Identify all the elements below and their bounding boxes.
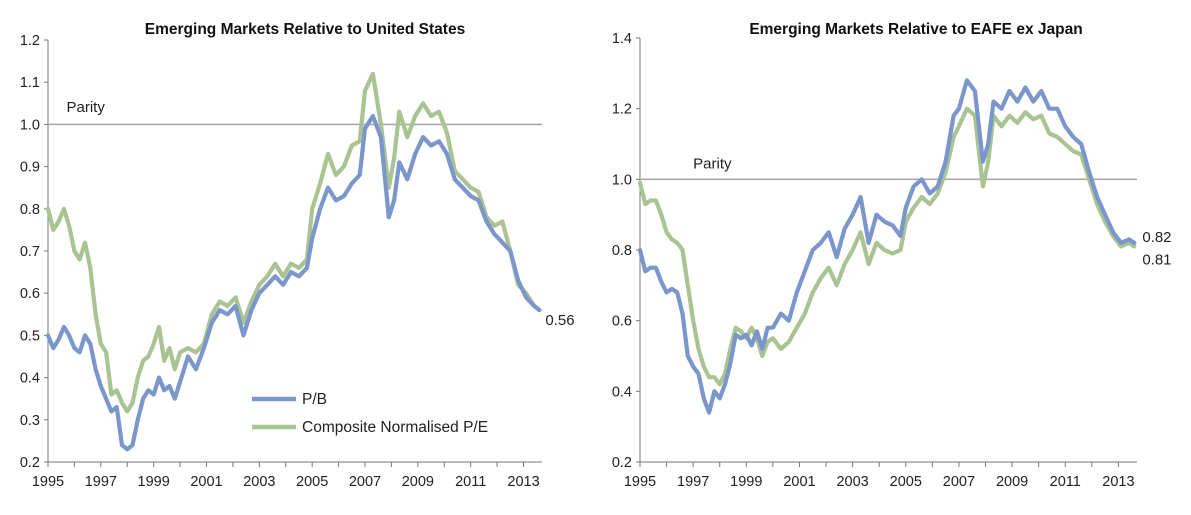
y-tick-label: 0.4 [20, 371, 40, 387]
x-tick-label: 2005 [296, 474, 328, 490]
y-tick-label: 0.6 [20, 286, 40, 302]
legend: P/B Composite Normalised P/E [252, 391, 488, 436]
x-tick-label: 2013 [1102, 474, 1134, 490]
x-tick-label: 1999 [138, 474, 170, 490]
chart-2: Emerging Markets Relative to EAFE ex Jap… [612, 21, 1172, 490]
x-tick-label: 2009 [996, 474, 1028, 490]
y-tick-label: 0.9 [20, 160, 40, 176]
x-tick-label: 2011 [1050, 474, 1081, 490]
legend-label-pe: Composite Normalised P/E [302, 419, 488, 436]
x-tick-label: 1995 [624, 474, 656, 490]
y-tick-label: 0.8 [20, 202, 40, 218]
x-tick-label: 2005 [890, 474, 922, 490]
x-tick-label: 1995 [32, 474, 64, 490]
y-tick-label: 0.5 [20, 328, 40, 344]
legend-label-pb: P/B [302, 391, 327, 408]
y-tick-label: 1.2 [612, 102, 632, 118]
y-tick-label: 1.0 [612, 172, 632, 188]
end-value-label: 0.81 [1142, 251, 1171, 268]
x-tick-label: 2007 [349, 474, 381, 490]
y-tick-label: 0.7 [20, 244, 40, 260]
y-tick-label: 0.2 [20, 455, 40, 471]
series-line-pe [45, 71, 542, 414]
y-tick-label: 1.4 [612, 31, 632, 47]
x-tick-label: 2001 [190, 474, 222, 490]
series-line-pb [637, 78, 1137, 415]
x-tick-label: 1997 [677, 474, 709, 490]
y-tick-label: 0.6 [612, 314, 632, 330]
y-tick-label: 0.3 [20, 413, 40, 429]
x-tick-label: 2003 [836, 474, 868, 490]
x-tick-label: 2011 [455, 474, 486, 490]
chart-title: Emerging Markets Relative to EAFE ex Jap… [749, 21, 1082, 38]
end-value-label: 0.56 [545, 312, 574, 329]
parity-label: Parity [66, 99, 105, 116]
y-tick-label: 0.8 [612, 243, 632, 259]
chart-1: Emerging Markets Relative to United Stat… [20, 21, 575, 490]
parity-label: Parity [693, 155, 732, 172]
y-tick-label: 1.0 [20, 117, 40, 133]
y-tick-label: 1.1 [20, 75, 40, 91]
x-tick-label: 1999 [730, 474, 762, 490]
series-line-pe [637, 106, 1137, 387]
x-tick-label: 2007 [943, 474, 975, 490]
y-tick-label: 0.2 [612, 455, 632, 471]
x-tick-label: 2009 [402, 474, 434, 490]
x-tick-label: 2013 [507, 474, 539, 490]
series-line-pb [45, 113, 542, 452]
chart-title: Emerging Markets Relative to United Stat… [145, 21, 465, 38]
y-tick-label: 1.2 [20, 33, 40, 49]
y-tick-label: 0.4 [612, 384, 632, 400]
x-tick-label: 2003 [243, 474, 275, 490]
x-tick-label: 2001 [783, 474, 815, 490]
end-value-label: 0.82 [1142, 229, 1171, 246]
x-tick-label: 1997 [85, 474, 117, 490]
